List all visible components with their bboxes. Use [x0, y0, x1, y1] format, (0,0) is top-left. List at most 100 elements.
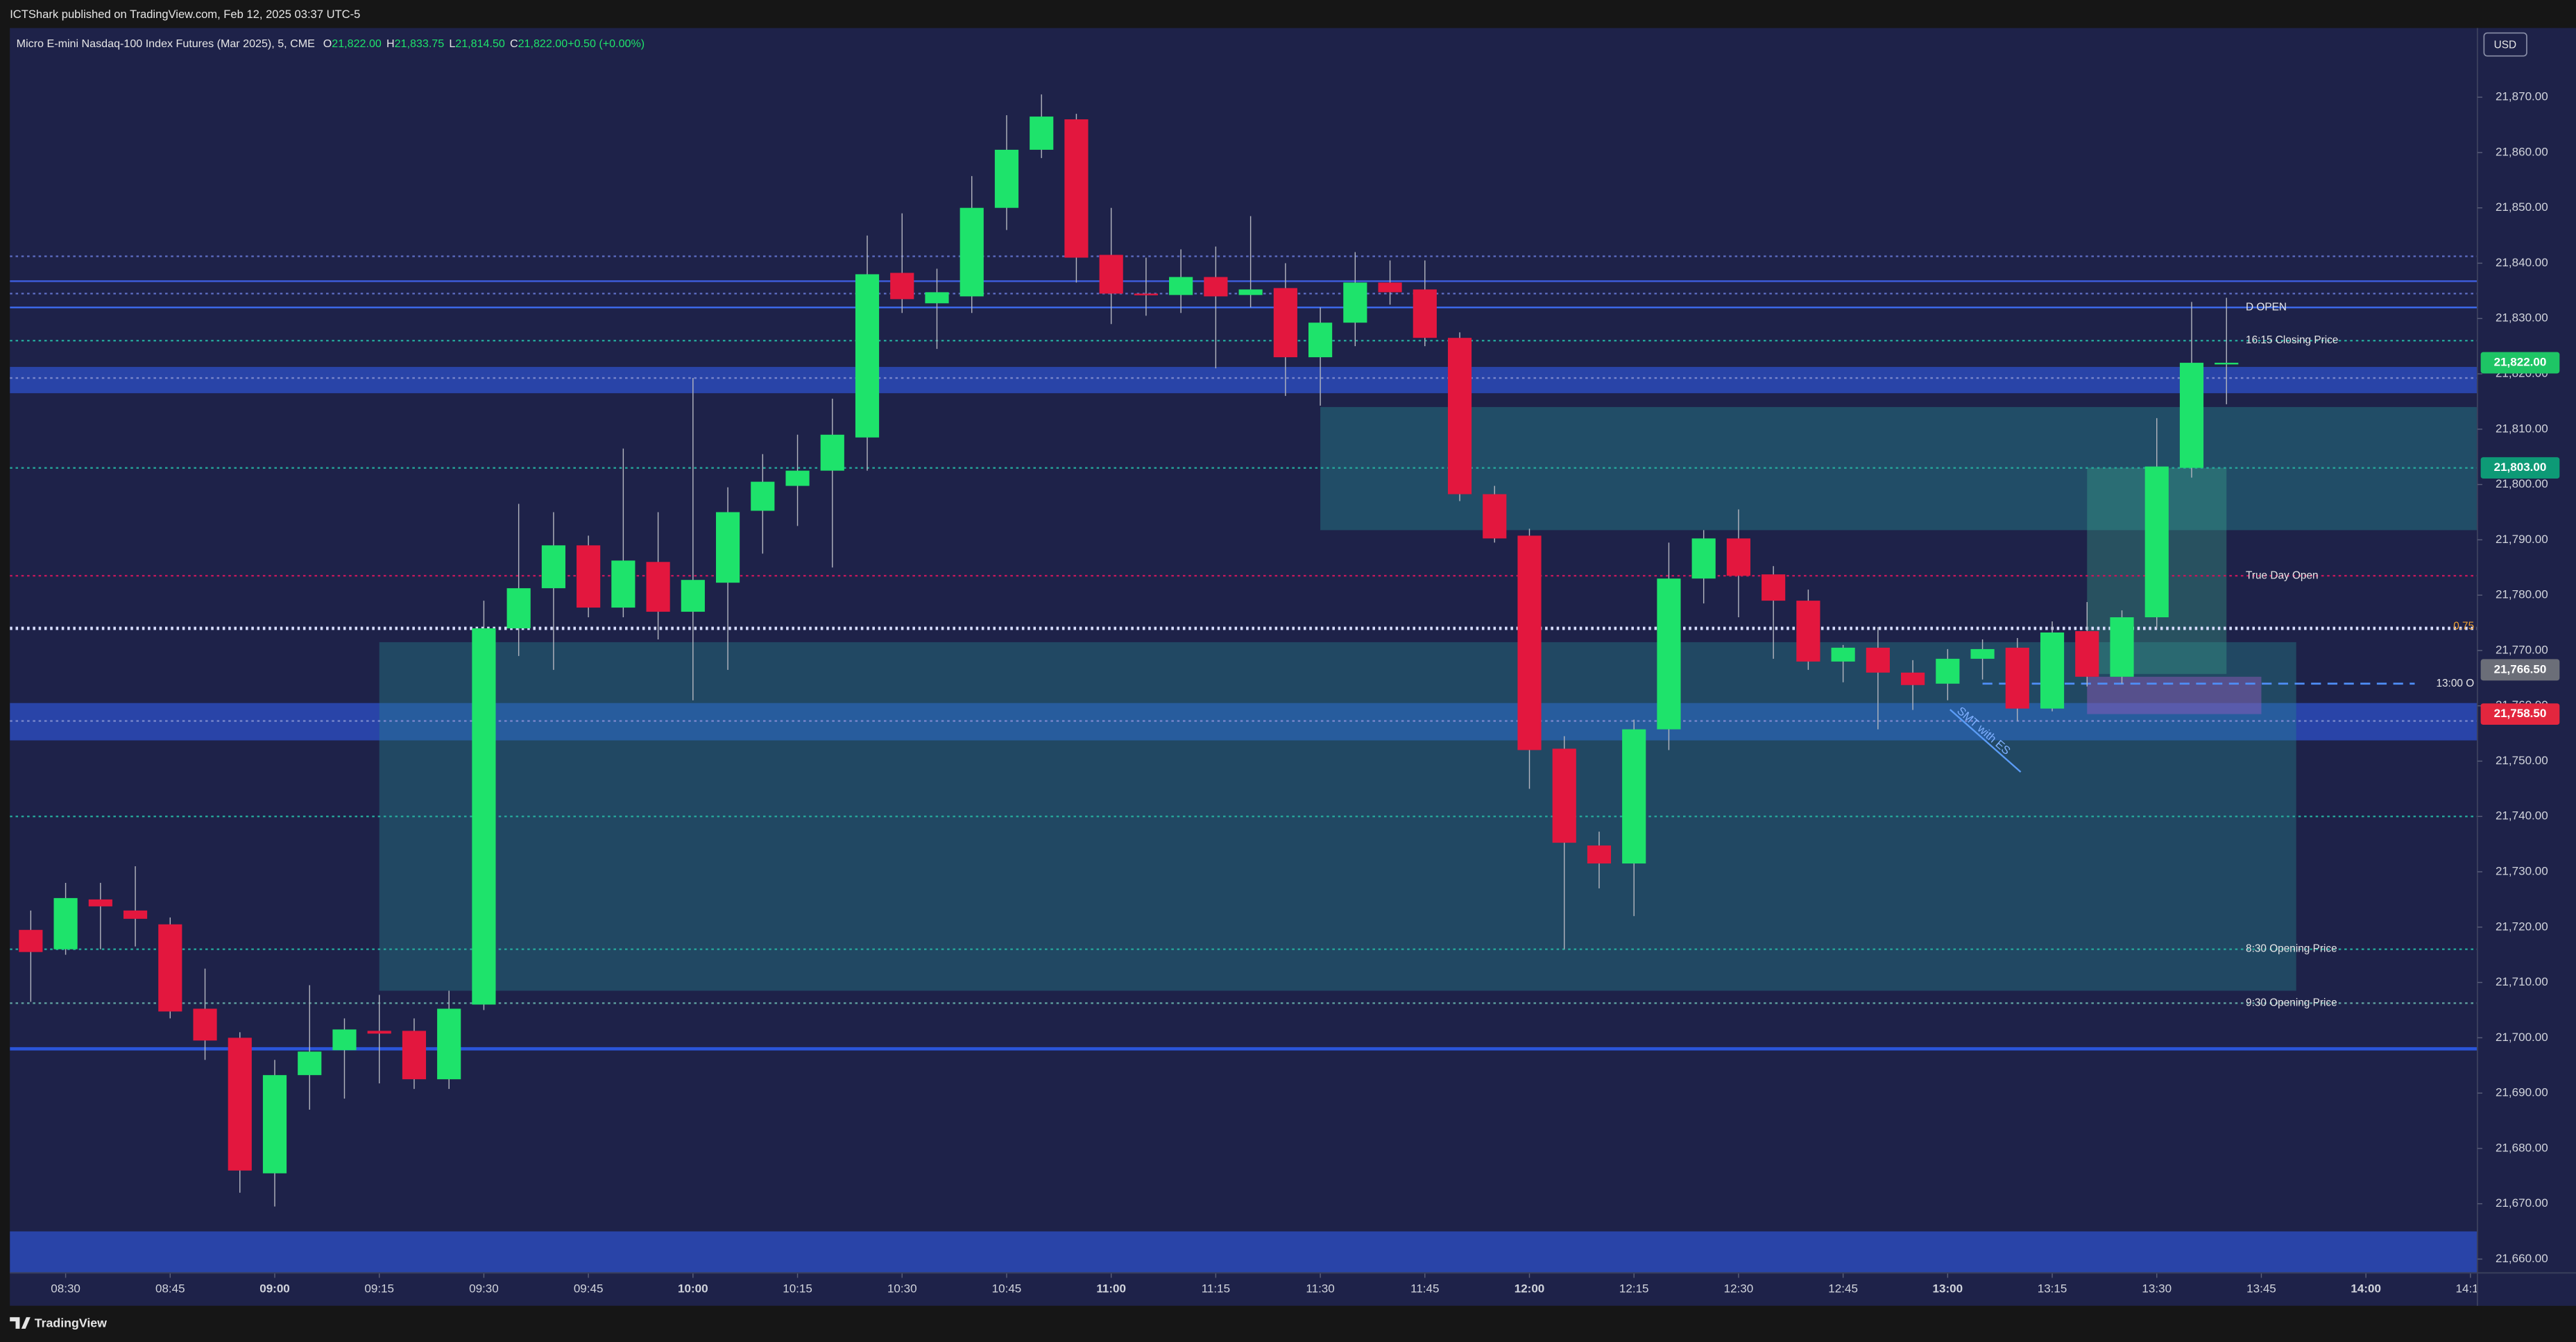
candle-body	[820, 434, 844, 471]
candle-body	[855, 274, 880, 438]
candle-body	[646, 562, 670, 612]
candle-body	[1483, 494, 1507, 539]
level-label: 13:00 O	[2436, 678, 2474, 689]
logo	[10, 1317, 31, 1329]
candle-body	[994, 149, 1019, 208]
candle-body	[53, 897, 78, 949]
ohlc-key: H	[386, 37, 395, 50]
candle-body	[1169, 277, 1193, 295]
x-tick-label: 09:00	[259, 1282, 290, 1296]
candle-body	[1378, 282, 1402, 293]
y-tick-label: 21,830.00	[2496, 311, 2548, 325]
x-tick-label: 10:15	[783, 1282, 812, 1296]
y-tick-label: 21,660.00	[2496, 1252, 2548, 1265]
ohlc-value: 21,822.00	[518, 37, 568, 50]
ohlc-value: +0.50 (+0.00%)	[568, 37, 645, 50]
candle-body	[1413, 289, 1437, 338]
currency-box[interactable]	[2483, 32, 2527, 57]
currency[interactable]: USD	[2494, 39, 2516, 51]
candle-body	[437, 1008, 461, 1080]
candle-body	[1552, 748, 1576, 843]
y-tick-label: 21,790.00	[2496, 533, 2548, 546]
y-tick-label: 21,860.00	[2496, 145, 2548, 158]
level-label: 0.75	[2453, 621, 2474, 633]
y-tick-label: 21,710.00	[2496, 975, 2548, 988]
ohlc-value: 21,814.50	[455, 37, 505, 50]
candle-body	[19, 929, 43, 952]
candle-body	[577, 545, 601, 608]
footer-logo: TradingView	[10, 1316, 107, 1330]
x-tick-label: 09:15	[364, 1282, 394, 1296]
ohlc-key: C	[510, 37, 518, 50]
level-label: 9:30 Opening Price	[2246, 997, 2337, 1009]
x-tick-label: 09:30	[469, 1282, 499, 1296]
candle-body	[715, 512, 740, 583]
x-tick-label: 13:00	[1933, 1282, 1963, 1296]
candle-body	[890, 273, 914, 300]
candle-body	[1238, 289, 1263, 295]
plot-area	[10, 255, 2477, 1273]
candle-body	[1343, 282, 1367, 323]
x-tick-label: 09:45	[574, 1282, 604, 1296]
candle-body	[1273, 288, 1297, 358]
candle-body	[123, 910, 148, 919]
candle-body	[1657, 578, 1681, 730]
x-tick-label: 14:00	[2351, 1282, 2381, 1296]
level-label: True Day Open	[2246, 569, 2319, 581]
y-tick-label: 21,870.00	[2496, 90, 2548, 103]
y-tick-label: 21,690.00	[2496, 1086, 2548, 1099]
candle-body	[262, 1075, 287, 1173]
candle-body	[541, 545, 565, 589]
candle-body	[1204, 277, 1228, 297]
candle-body	[1517, 535, 1542, 750]
price-label-box	[2480, 659, 2560, 681]
zone	[10, 1231, 2477, 1273]
publisher: ICTShark published on TradingView.com, F…	[10, 8, 360, 21]
candle-body	[402, 1031, 427, 1080]
candle-body	[2075, 630, 2099, 677]
symbol-legend: Micro E-mini Nasdaq-100 Index Futures (M…	[17, 37, 645, 50]
x-tick-label: 10:30	[887, 1282, 917, 1296]
symbol-title: Micro E-mini Nasdaq-100 Index Futures (M…	[17, 37, 315, 50]
x-tick-label: 13:15	[2038, 1282, 2067, 1296]
candle-body	[1134, 293, 1158, 295]
smt-line	[1950, 709, 2022, 773]
candle-body	[1064, 119, 1089, 258]
y-tick-label: 21,670.00	[2496, 1196, 2548, 1210]
y-tick-label: 21,700.00	[2496, 1031, 2548, 1044]
y-tick-label: 21,840.00	[2496, 256, 2548, 269]
x-tick-label: 11:15	[1202, 1282, 1230, 1296]
candle-body	[1866, 647, 1890, 673]
x-tick-label: 11:45	[1410, 1282, 1439, 1296]
candle-body	[2110, 617, 2134, 677]
price-label-box	[2480, 703, 2560, 725]
price-label-box	[2480, 457, 2560, 479]
candle-body	[1030, 117, 1054, 150]
candle-body	[785, 470, 810, 486]
candle-body	[2040, 632, 2065, 709]
candle-body	[1831, 647, 1855, 662]
price-label: 21,822.00	[2494, 356, 2547, 369]
x-tick-label: 13:30	[2142, 1282, 2172, 1296]
x-tick-label: 11:00	[1096, 1282, 1126, 1296]
candle-body	[88, 899, 112, 906]
x-tick-label: 11:30	[1306, 1282, 1334, 1296]
x-tick-label: 08:30	[51, 1282, 80, 1296]
candle-body	[158, 924, 182, 1012]
y-tick-label: 21,750.00	[2496, 754, 2548, 767]
candle-body	[1901, 672, 1925, 685]
y-tick-label: 21,780.00	[2496, 588, 2548, 601]
candle-body	[2144, 466, 2169, 618]
price-label: 21,803.00	[2494, 461, 2547, 474]
chart-background	[10, 28, 2576, 1306]
candle-body	[1970, 648, 1995, 659]
candle-body	[1308, 322, 1333, 358]
candle-body	[751, 481, 775, 511]
candles	[19, 94, 2239, 1207]
y-tick-label: 21,800.00	[2496, 477, 2548, 490]
candle-body	[298, 1051, 322, 1076]
ohlc-value: 21,822.00	[332, 37, 382, 50]
candle-body	[193, 1008, 217, 1041]
